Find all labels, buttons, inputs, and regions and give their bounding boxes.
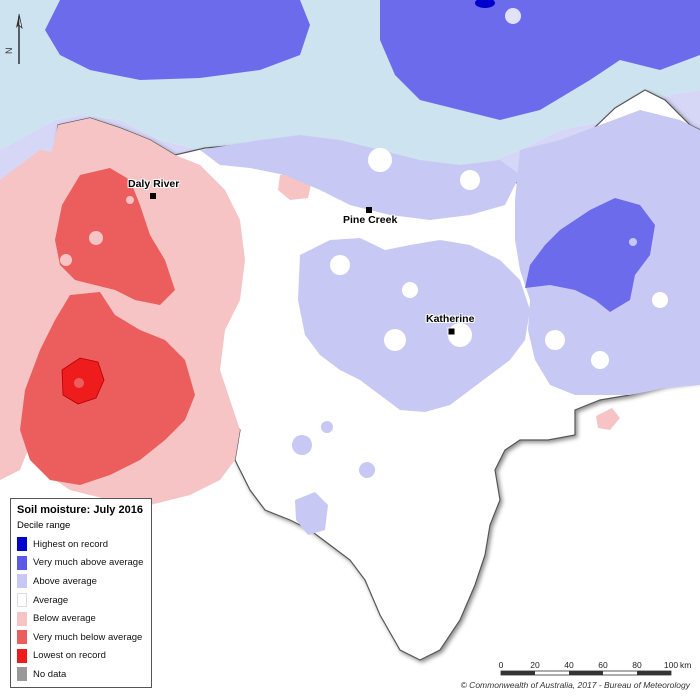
catchment-very-below-south	[20, 292, 195, 485]
pine-creek-marker[interactable]	[366, 207, 372, 213]
town-label-daly-river: Daly River	[128, 178, 180, 190]
scale-unit: km	[680, 660, 692, 670]
scale-tick: 60	[598, 660, 608, 670]
above-zone-north	[200, 135, 520, 220]
scale-tick: 20	[530, 660, 540, 670]
legend-label: Very much below average	[33, 631, 143, 643]
above-blob-northeast	[380, 0, 700, 120]
very-above-east	[525, 198, 655, 312]
north-label: N	[4, 48, 14, 55]
legend-label: Below average	[33, 613, 96, 625]
town-label-pine-creek: Pine Creek	[343, 214, 398, 226]
below-hole-3	[126, 196, 134, 204]
swatch-above	[17, 574, 27, 589]
avg-hole-1	[330, 255, 350, 275]
copyright-notice: © Commonwealth of Australia, 2017 - Bure…	[460, 680, 690, 690]
below-patch-west-small	[160, 195, 192, 218]
legend-label: Average	[33, 594, 69, 606]
scale-tick: 0	[498, 660, 504, 670]
legend-label: Very much above average	[33, 557, 144, 569]
legend-label: No data	[33, 668, 67, 680]
swatch-no-data	[17, 667, 27, 682]
scale-tick: 40	[564, 660, 574, 670]
avg-hole-7	[652, 292, 668, 308]
legend-item-very-below: Very much below average	[17, 628, 145, 647]
legend-title: Soil moisture: July 2016	[17, 504, 143, 516]
legend-label: Above average	[33, 575, 97, 587]
average-hole-northeast	[505, 8, 521, 24]
swatch-very-below	[17, 630, 27, 645]
north-arrow-icon: N	[4, 12, 26, 68]
swatch-highest	[17, 537, 27, 552]
scale-bar: 0 20 40 60 80 100 km	[495, 660, 695, 678]
below-hole-2	[60, 254, 72, 266]
katherine-marker[interactable]	[447, 327, 456, 336]
legend-item-average: Average	[17, 591, 145, 610]
avg-hole-3	[384, 329, 406, 351]
swatch-below	[17, 611, 27, 626]
legend-item-very-above: Very much above average	[17, 554, 145, 573]
above-hole-east	[629, 238, 637, 246]
avg-hole-9	[460, 170, 480, 190]
avg-hole-6	[591, 351, 609, 369]
legend-item-lowest: Lowest on record	[17, 647, 145, 666]
legend-item-highest: Highest on record	[17, 535, 145, 554]
above-dot-1	[292, 435, 312, 455]
below-hole-1	[89, 231, 103, 245]
highest-spot	[475, 0, 495, 8]
legend-item-below: Below average	[17, 609, 145, 628]
avg-hole-8	[368, 148, 392, 172]
swatch-lowest	[17, 648, 27, 663]
lowest-inner-spot	[74, 378, 84, 388]
above-zone-central	[298, 238, 530, 412]
above-patch-south	[295, 492, 328, 535]
scale-tick: 100	[663, 660, 679, 670]
scale-tick: 80	[632, 660, 642, 670]
town-label-katherine: Katherine	[426, 313, 475, 325]
daly-river-marker[interactable]	[150, 193, 156, 199]
above-blob-northwest	[45, 0, 310, 80]
legend-label: Highest on record	[33, 538, 108, 550]
avg-hole-2	[402, 282, 418, 298]
below-patch-east	[596, 408, 620, 430]
legend-panel: Soil moisture: July 2016 Decile range Hi…	[10, 498, 152, 688]
catchment-very-below-north	[55, 168, 175, 305]
swatch-very-above	[17, 555, 27, 570]
legend-item-no-data: No data	[17, 665, 145, 684]
swatch-average	[17, 593, 27, 608]
legend-label: Lowest on record	[33, 650, 106, 662]
avg-hole-5	[545, 330, 565, 350]
above-dot-3	[321, 421, 333, 433]
legend-subtitle: Decile range	[17, 520, 71, 531]
legend-item-above: Above average	[17, 572, 145, 591]
above-dot-2	[359, 462, 375, 478]
